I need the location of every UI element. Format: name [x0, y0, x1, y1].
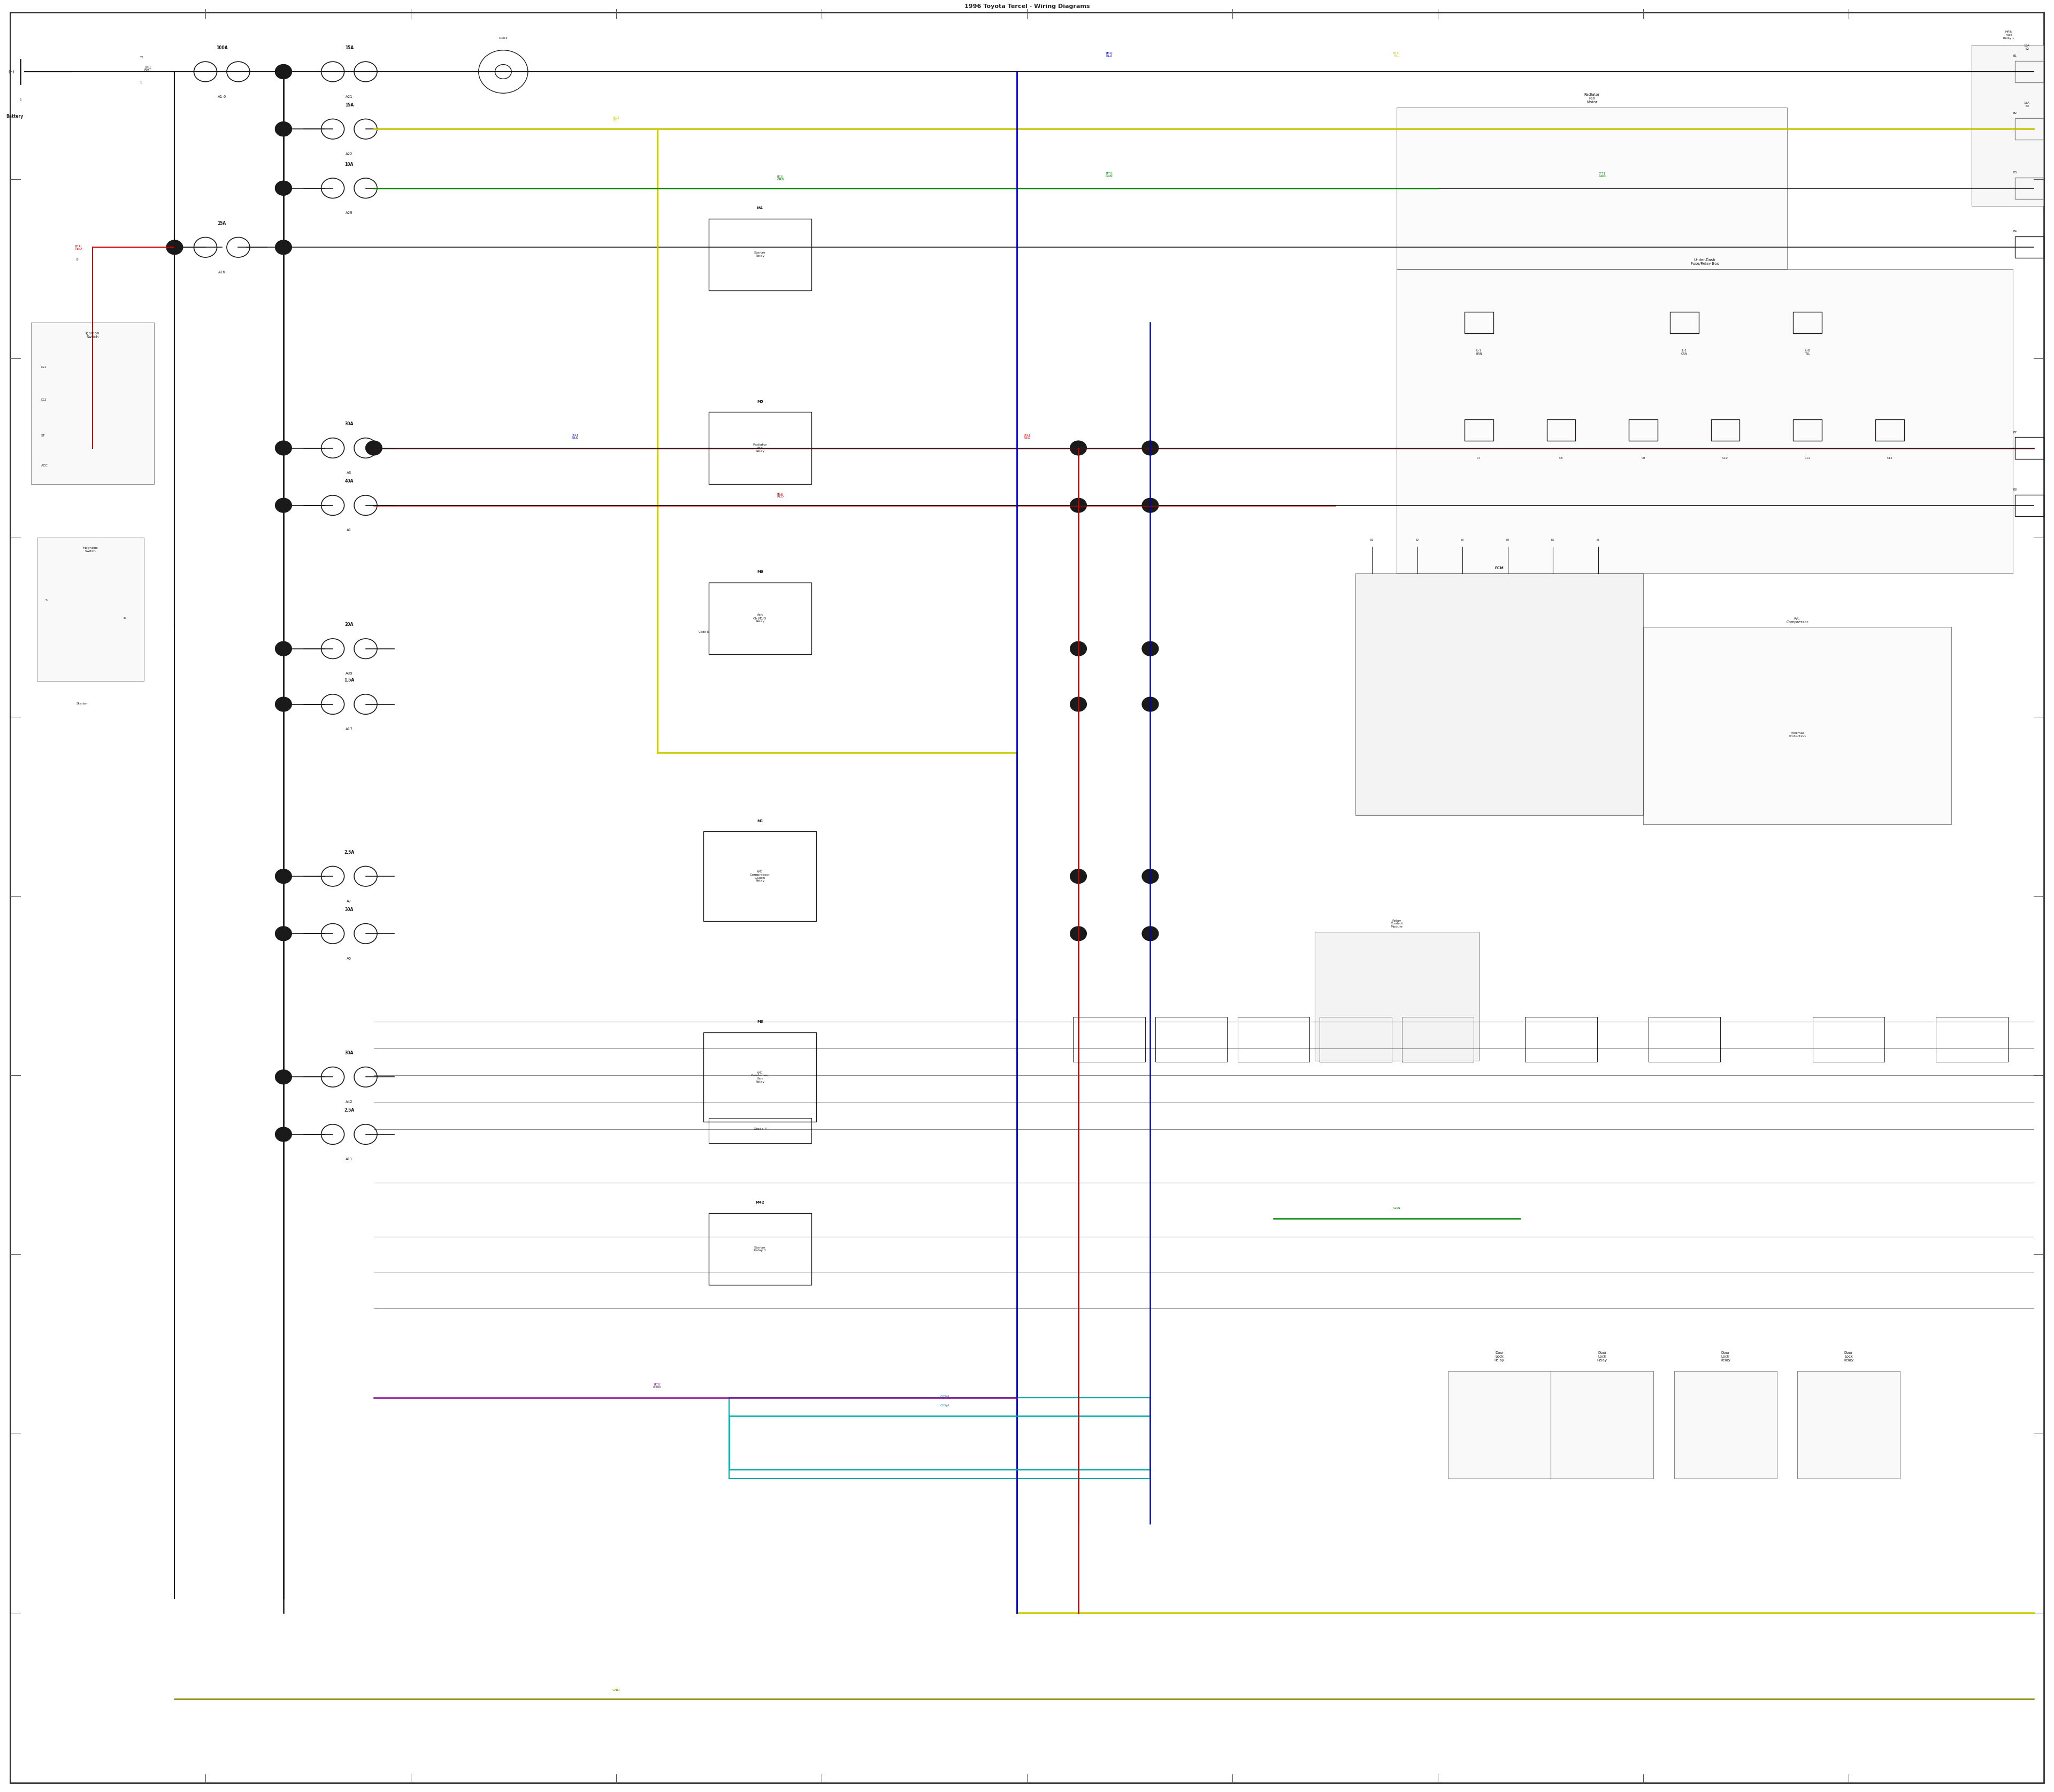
Text: E4: E4	[1506, 539, 1510, 541]
Text: Under-Dash
Fuse/Relay Box: Under-Dash Fuse/Relay Box	[1690, 258, 1719, 265]
Circle shape	[275, 498, 292, 513]
Circle shape	[1142, 498, 1158, 513]
Text: IL-B
YEL: IL-B YEL	[1805, 349, 1810, 355]
Text: B3: B3	[2013, 172, 2017, 174]
Text: A11: A11	[345, 1158, 353, 1161]
Circle shape	[1070, 926, 1087, 941]
Text: [E1]
RED: [E1] RED	[76, 244, 82, 251]
Text: T1: T1	[140, 56, 144, 59]
Bar	[2015, 437, 2044, 459]
Text: Radiator
Fan
Relay: Radiator Fan Relay	[754, 444, 766, 452]
Text: B7: B7	[2013, 432, 2017, 434]
Text: [E1]
RED: [E1] RED	[1023, 434, 1031, 439]
Text: 20A: 20A	[345, 622, 353, 627]
Bar	[2015, 237, 2044, 258]
Text: A/C
Condenser
Fan
Relay: A/C Condenser Fan Relay	[752, 1072, 768, 1082]
Bar	[1356, 573, 1643, 815]
Circle shape	[275, 65, 292, 79]
Text: A16: A16	[218, 271, 226, 274]
Text: A/C
Compressor
Clutch
Relay: A/C Compressor Clutch Relay	[750, 871, 770, 882]
Circle shape	[1142, 441, 1158, 455]
Text: Magnetic
Switch: Magnetic Switch	[82, 547, 99, 552]
Text: [E1]
PURP: [E1] PURP	[653, 1383, 661, 1389]
Text: 100A: 100A	[216, 45, 228, 50]
Text: Battery: Battery	[6, 115, 23, 118]
Text: A1: A1	[347, 529, 351, 532]
Bar	[1814, 1018, 1886, 1061]
Bar	[1935, 1018, 2007, 1061]
Text: [E1]
GRN: [E1] GRN	[1598, 172, 1606, 177]
Text: E6: E6	[1596, 539, 1600, 541]
Text: E5: E5	[1551, 539, 1555, 541]
Bar	[1643, 627, 1951, 824]
Text: C10: C10	[1723, 457, 1727, 459]
Bar	[1315, 932, 1479, 1061]
Text: Ignition
Switch: Ignition Switch	[86, 332, 99, 339]
Circle shape	[1070, 498, 1087, 513]
Circle shape	[1142, 697, 1158, 711]
Text: 15A: 15A	[218, 220, 226, 226]
Text: Diode 4: Diode 4	[754, 1127, 766, 1131]
Text: ECM: ECM	[1495, 566, 1504, 570]
Bar	[1321, 1018, 1393, 1061]
Circle shape	[1070, 869, 1087, 883]
Text: E1: E1	[1370, 539, 1374, 541]
Text: Fan
Ctrl/D/O
Relay: Fan Ctrl/D/O Relay	[754, 615, 766, 622]
Bar	[1401, 1018, 1475, 1061]
Text: 30A: 30A	[345, 421, 353, 426]
Bar	[1448, 1371, 1551, 1478]
Text: Code 8: Code 8	[698, 631, 709, 633]
Bar	[1629, 419, 1658, 441]
Text: 1: 1	[18, 99, 23, 100]
Bar	[1237, 1018, 1310, 1061]
Bar	[1793, 312, 1822, 333]
Text: [E1]
BLU: [E1] BLU	[571, 434, 579, 439]
Text: C/Opt: C/Opt	[941, 1396, 949, 1398]
Text: C12: C12	[1888, 457, 1892, 459]
Bar	[37, 538, 144, 681]
Text: 2.5A: 2.5A	[345, 849, 353, 855]
Text: 1996 Toyota Tercel - Wiring Diagrams: 1996 Toyota Tercel - Wiring Diagrams	[963, 4, 1091, 9]
Text: M4: M4	[756, 206, 764, 210]
Text: A3: A3	[347, 471, 351, 475]
Text: A29: A29	[345, 211, 353, 215]
Bar	[1397, 269, 2013, 573]
Text: A7: A7	[347, 900, 351, 903]
Text: M3: M3	[756, 1020, 764, 1023]
Circle shape	[275, 181, 292, 195]
Bar	[1465, 419, 1493, 441]
Text: [E1]
YEL: [E1] YEL	[612, 116, 620, 122]
Bar	[709, 219, 811, 290]
Text: M1: M1	[756, 819, 764, 823]
Text: B4: B4	[2013, 231, 2017, 233]
Text: MAIN
Fuse
Relay 1: MAIN Fuse Relay 1	[2003, 30, 2015, 39]
Text: C7: C7	[1477, 457, 1481, 459]
Bar	[1551, 1371, 1653, 1478]
Bar	[702, 1032, 815, 1122]
Bar	[1674, 1371, 1777, 1478]
Text: Radiator
Fan
Motor: Radiator Fan Motor	[1584, 93, 1600, 104]
Bar	[1547, 419, 1575, 441]
Bar	[1793, 419, 1822, 441]
Circle shape	[275, 1127, 292, 1142]
Text: IL-1
ORN: IL-1 ORN	[1680, 349, 1688, 355]
Bar	[2015, 61, 2044, 82]
Text: A42: A42	[345, 1100, 353, 1104]
Text: Relay
Control
Module: Relay Control Module	[1391, 919, 1403, 928]
Text: C11: C11	[1805, 457, 1810, 459]
Text: 40A: 40A	[345, 478, 353, 484]
Bar	[709, 582, 811, 654]
Bar	[2015, 177, 2044, 199]
Text: C9: C9	[1641, 457, 1645, 459]
Text: [E1]
GRN: [E1] GRN	[1105, 172, 1113, 177]
Circle shape	[1070, 697, 1087, 711]
Circle shape	[166, 240, 183, 254]
Circle shape	[275, 441, 292, 455]
Circle shape	[1070, 441, 1087, 455]
Text: Starter
Relay 1: Starter Relay 1	[754, 1245, 766, 1253]
Bar	[1647, 1018, 1721, 1061]
Text: 15A
B3: 15A B3	[2023, 102, 2029, 108]
Text: Starter
Relay: Starter Relay	[754, 251, 766, 258]
Text: G101: G101	[499, 38, 507, 39]
Bar	[1397, 108, 1787, 269]
